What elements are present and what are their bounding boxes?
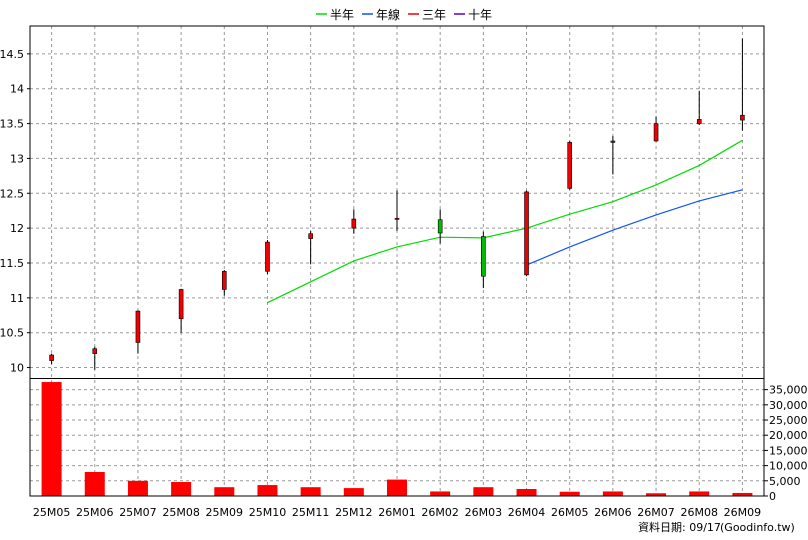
candle-body (92, 348, 98, 354)
volume-tick-label: 10,000 (769, 460, 808, 473)
ma-line (267, 139, 743, 304)
volume-tick-label: 30,000 (769, 399, 808, 412)
month-tick-label: 26M01 (378, 506, 416, 519)
volume-bar (689, 491, 710, 496)
grid (30, 26, 764, 497)
plot-border (29, 25, 765, 497)
data-date-label: 資料日期: 09/17 (638, 520, 721, 534)
price-tick-label: 13 (10, 152, 24, 165)
price-tick-label: 12 (10, 222, 24, 235)
legend: 半年 年線 三年 十年 (316, 7, 492, 22)
volume-bar (84, 471, 105, 496)
candle-body (610, 140, 616, 143)
candle-body (221, 271, 227, 290)
source-label: (Goodinfo.tw) (720, 521, 795, 534)
price-tick-label: 10.5 (0, 327, 24, 340)
volume-bar (473, 487, 494, 496)
price-tick-label: 14.5 (0, 48, 24, 61)
month-tick-label: 25M08 (162, 506, 200, 519)
candle-body (135, 310, 141, 343)
month-tick-label: 26M03 (465, 506, 503, 519)
legend-item-year: 年線 (362, 7, 400, 22)
ma-line (526, 189, 743, 266)
month-tick-label: 26M07 (637, 506, 675, 519)
legend-label-half-year: 半年 (330, 8, 354, 22)
volume-bar (430, 491, 451, 496)
month-tick-label: 25M07 (119, 506, 157, 519)
price-tick-label: 11 (10, 292, 24, 305)
candle-body (696, 119, 702, 124)
candle-body (524, 191, 529, 276)
candle-body (394, 218, 400, 220)
price-tick-label: 13.5 (0, 118, 24, 131)
legend-label-three-year: 三年 (422, 8, 446, 22)
volume-bar (602, 491, 623, 496)
legend-item-half-year: 半年 (316, 8, 354, 22)
volume-bar (300, 487, 321, 496)
legend-label-ten-year: 十年 (468, 8, 492, 22)
candlesticks (49, 38, 745, 370)
month-tick-label: 26M02 (421, 506, 459, 519)
volume-bar (732, 492, 753, 496)
month-tick-label: 26M04 (508, 506, 546, 519)
volume-tick-label: 15,000 (769, 444, 808, 457)
volume-bar (214, 487, 235, 496)
legend-label-year: 年線 (376, 7, 400, 22)
price-tick-label: 14 (10, 83, 24, 96)
month-tick-label: 26M06 (594, 506, 632, 519)
month-tick-label: 25M12 (335, 506, 373, 519)
price-tick-label: 12.5 (0, 187, 24, 200)
month-tick-label: 25M09 (206, 506, 244, 519)
volume-bar (387, 479, 407, 496)
volume-bar (646, 493, 667, 496)
candle-body (653, 123, 659, 142)
footer: 資料日期: 09/17 (Goodinfo.tw) (638, 520, 795, 534)
legend-item-three-year: 三年 (408, 8, 446, 22)
volume-bar (41, 382, 62, 496)
candle-body (567, 142, 573, 189)
volume-tick-label: 35,000 (769, 384, 808, 397)
price-tick-label: 11.5 (0, 257, 24, 270)
candle-body (481, 236, 486, 277)
volume-bar (171, 482, 192, 496)
candle-body (437, 219, 443, 234)
candle-body (178, 289, 184, 320)
volume-tick-label: 20,000 (769, 429, 808, 442)
volume-axis: 0 5,000 10,000 15,000 20,000 25,000 30,000 35,0… (764, 384, 808, 503)
month-axis: 25M05 25M06 25M07 25M08 25M09 25M10 25M11 25M12… (33, 506, 761, 519)
moving-average-lines (267, 139, 743, 304)
volume-bar (343, 488, 364, 496)
candle-body (740, 114, 745, 121)
candle-body (265, 241, 270, 272)
volume-bar (257, 485, 278, 496)
month-tick-label: 25M11 (292, 506, 330, 519)
month-tick-label: 25M05 (33, 506, 71, 519)
plot-frame (29, 25, 765, 497)
legend-item-ten-year: 十年 (454, 8, 492, 22)
month-tick-label: 25M10 (249, 506, 287, 519)
volume-tick-label: 0 (769, 490, 776, 503)
volume-tick-label: 5,000 (769, 475, 801, 488)
candle-body (351, 218, 357, 229)
candle-body (49, 354, 54, 361)
volume-bar (559, 491, 580, 496)
month-tick-label: 26M09 (724, 506, 762, 519)
month-tick-label: 26M05 (551, 506, 589, 519)
price-tick-label: 10 (10, 362, 24, 375)
candle-body (308, 233, 313, 239)
volume-bar (127, 480, 148, 496)
month-tick-label: 25M06 (76, 506, 114, 519)
volume-bars (41, 382, 753, 496)
volume-tick-label: 25,000 (769, 414, 808, 427)
volume-bar (516, 489, 537, 496)
month-tick-label: 26M08 (680, 506, 718, 519)
price-axis: 10 10.5 11 11.5 12 12.5 13 13.5 14 14.5 (0, 48, 30, 375)
